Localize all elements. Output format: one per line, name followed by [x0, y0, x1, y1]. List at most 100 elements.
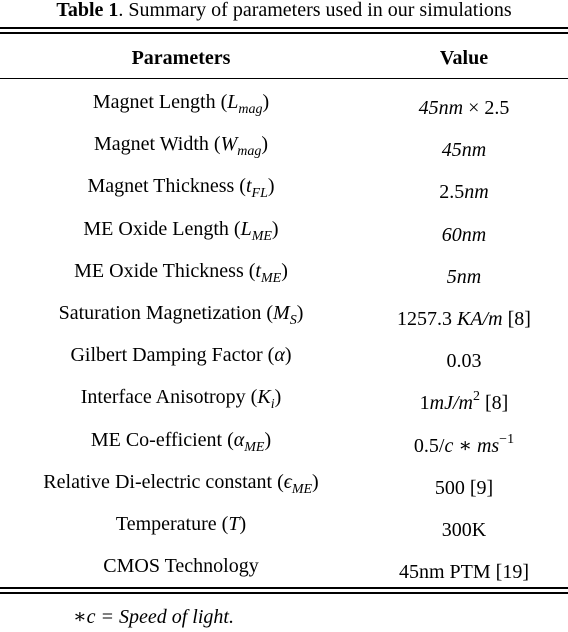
- parameter-subscript: FL: [251, 186, 268, 202]
- parameter-close: ): [262, 91, 270, 113]
- value-cell: 45nm: [360, 123, 568, 165]
- parameter-subscript: mag: [238, 102, 263, 117]
- value-math: KA/m: [457, 308, 503, 330]
- value-prefix: 0.03: [446, 350, 482, 373]
- top-double-rule-lower: [0, 32, 568, 34]
- table-row: Saturation Magnetization (MS) 1257.3 KA/m…: [0, 292, 568, 334]
- parameter-cell: Interface Anisotropy (Ki): [0, 376, 362, 418]
- header-rule: [0, 78, 568, 80]
- parameter-symbol: M: [273, 302, 290, 324]
- parameter-cell: ME Oxide Length (LME): [0, 208, 362, 250]
- table-row: Temperature (T) 300K: [0, 503, 568, 545]
- parameter-symbol: α: [274, 344, 285, 367]
- value-math: 45nm: [441, 139, 487, 162]
- parameter-cell: Magnet Width (Wmag): [0, 123, 362, 165]
- parameter-subscript: ME: [251, 228, 272, 244]
- table-row: Interface Anisotropy (Ki) 1mJ/m2 [8]: [0, 376, 568, 418]
- value-prefix: 1: [419, 392, 430, 415]
- value-cell: 300K: [360, 503, 568, 545]
- parameter-close: ): [267, 175, 275, 198]
- value-cell: 1mJ/m2 [8]: [360, 376, 568, 418]
- table-row: Magnet Thickness (tFL) 2.5nm: [0, 165, 568, 207]
- header-parameters: Parameters: [131, 47, 231, 69]
- value-cell: 0.5/c ∗ ms−1: [360, 419, 568, 461]
- parameter-close: ): [264, 428, 272, 451]
- parameter-subscript: ME: [260, 270, 282, 286]
- parameter-name: Relative Di-electric constant (: [43, 470, 284, 493]
- parameter-name: Temperature (: [115, 513, 229, 535]
- value-cell: 500 [9]: [360, 461, 568, 503]
- table-row: ME Co-efficient (αME) 0.5/c ∗ ms−1: [0, 419, 568, 461]
- parameter-cell: Saturation Magnetization (MS): [0, 292, 362, 334]
- parameter-close: ): [274, 386, 282, 409]
- value-cell: 5nm: [360, 250, 568, 292]
- table-header-row: Parameters Value: [0, 37, 568, 79]
- footnote: ∗c = Speed of light.: [73, 606, 234, 628]
- header-value: Value: [439, 47, 489, 69]
- parameter-name: ME Oxide Thickness (: [74, 259, 256, 282]
- value-middle: × 2.5: [463, 97, 510, 119]
- parameter-close: ): [281, 259, 288, 282]
- parameter-name: Magnet Thickness (: [87, 175, 246, 198]
- parameter-cell: Magnet Length (Lmag): [0, 81, 362, 123]
- value-prefix: 45nm PTM [19]: [399, 561, 529, 584]
- value-prefix: 1257.3: [397, 308, 458, 330]
- parameter-close: ): [296, 302, 304, 324]
- value-prefix: 2.5: [439, 181, 465, 204]
- parameter-cell: Gilbert Damping Factor (α): [0, 334, 362, 376]
- parameter-cell: ME Co-efficient (αME): [0, 419, 362, 461]
- parameter-symbol: L: [227, 91, 239, 113]
- parameter-name: Saturation Magnetization (: [58, 302, 274, 324]
- parameter-cell: Relative Di-electric constant (ϵME): [0, 461, 362, 503]
- parameter-close: ): [312, 470, 319, 493]
- value-math: nm: [464, 181, 489, 204]
- parameter-subscript: mag: [237, 144, 262, 160]
- table-row: CMOS Technology 45nm PTM [19]: [0, 545, 568, 587]
- parameter-symbol: t: [245, 175, 252, 198]
- value-suffix: [8]: [480, 392, 509, 415]
- table-caption-text: . Summary of parameters used in our simu…: [118, 0, 512, 21]
- table-row: Magnet Width (Wmag) 45nm: [0, 123, 568, 165]
- parameter-symbol: W: [220, 133, 238, 156]
- parameter-symbol: ϵ: [283, 470, 292, 493]
- value-cell: 2.5nm: [360, 165, 568, 207]
- parameter-subscript: ME: [244, 439, 265, 455]
- parameter-name: Magnet Length (: [92, 91, 228, 113]
- value-math: 60nm: [441, 223, 487, 246]
- value-math: 5nm: [446, 265, 482, 288]
- parameter-symbol: L: [240, 217, 252, 240]
- value-superscript: −1: [499, 431, 515, 447]
- parameter-name: Gilbert Damping Factor (: [70, 344, 275, 367]
- bottom-double-rule-lower: [0, 592, 568, 594]
- parameter-cell: CMOS Technology: [0, 545, 362, 587]
- value-cell: 0.03: [360, 334, 568, 376]
- parameter-subscript: S: [289, 313, 297, 328]
- value-math: 45nm: [418, 97, 464, 119]
- parameter-name: CMOS Technology: [103, 555, 259, 578]
- parameter-symbol: t: [255, 259, 261, 282]
- table-row: Magnet Length (Lmag) 45nm × 2.5: [0, 81, 568, 123]
- value-cell: 60nm: [360, 208, 568, 250]
- table-row: ME Oxide Thickness (tME) 5nm: [0, 250, 568, 292]
- parameter-name: Interface Anisotropy (: [80, 386, 258, 409]
- parameter-subscript: i: [270, 397, 275, 413]
- parameter-close: ): [284, 344, 292, 367]
- table-caption-label: Table 1: [56, 0, 119, 21]
- table-row: ME Oxide Length (LME) 60nm: [0, 208, 568, 250]
- value-prefix: 0.5/: [413, 434, 445, 457]
- parameter-cell: Temperature (T): [0, 503, 362, 545]
- table-caption: Table 1. Summary of parameters used in o…: [0, 0, 568, 22]
- value-prefix: 500 [9]: [434, 476, 494, 499]
- top-double-rule-upper: [0, 27, 568, 29]
- value-suffix: [8]: [502, 308, 531, 330]
- value-math: mJ/m: [429, 392, 473, 415]
- value-superscript: 2: [473, 389, 480, 405]
- parameter-name: ME Oxide Length (: [83, 217, 241, 240]
- value-cell: 45nm × 2.5: [360, 81, 568, 123]
- parameter-cell: ME Oxide Thickness (tME): [0, 250, 362, 292]
- value-cell: 45nm PTM [19]: [360, 545, 568, 587]
- value-math: c ∗ ms: [444, 434, 500, 457]
- parameter-symbol: K: [257, 386, 271, 409]
- table-row: Relative Di-electric constant (ϵME) 500 […: [0, 461, 568, 503]
- parameter-close: ): [271, 217, 279, 240]
